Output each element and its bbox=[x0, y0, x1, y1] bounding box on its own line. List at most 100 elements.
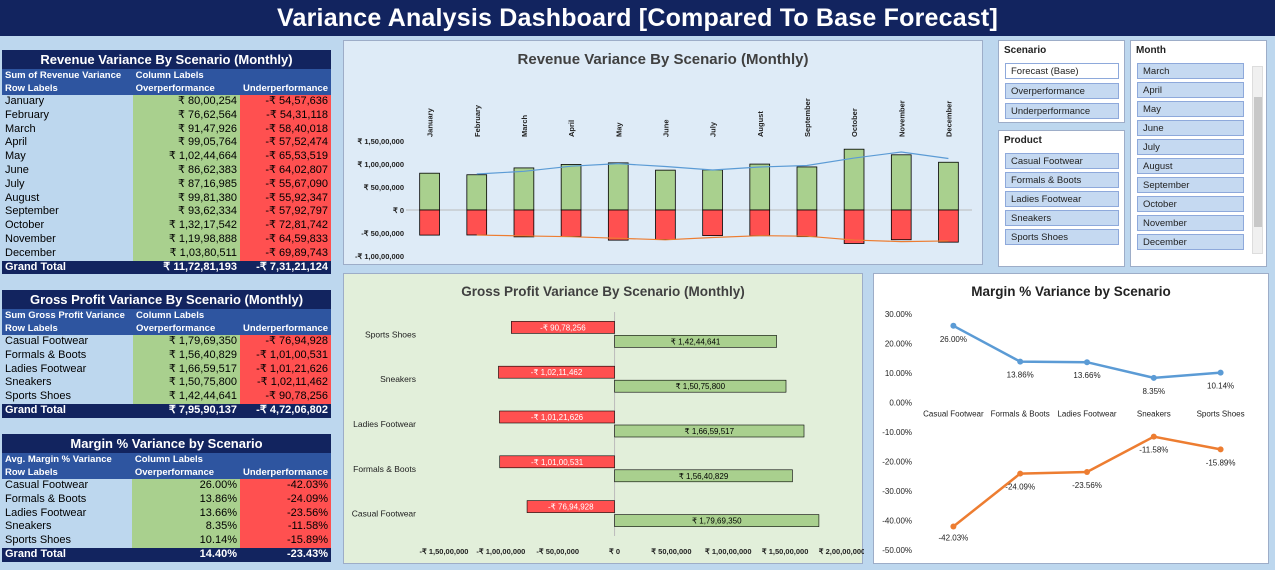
row-label: February bbox=[2, 108, 133, 123]
under-value: -₹ 65,53,519 bbox=[239, 150, 331, 164]
x-tick-label: February bbox=[473, 104, 482, 137]
y-tick-label: -₹ 50,00,000 bbox=[361, 229, 404, 238]
under-data-label: -24.09% bbox=[1005, 483, 1035, 492]
over-bar bbox=[614, 379, 787, 393]
over-bar bbox=[614, 335, 777, 348]
over-value: ₹ 1,79,69,350 bbox=[133, 335, 240, 349]
over-data-label: ₹ 1,66,59,517 bbox=[685, 427, 735, 436]
slicer-item-underperformance[interactable]: Underperformance bbox=[1005, 103, 1119, 119]
over-bar bbox=[749, 163, 771, 211]
over-bar bbox=[513, 167, 535, 211]
row-label: Casual Footwear bbox=[2, 335, 134, 349]
pivot-header-cell bbox=[239, 309, 331, 322]
revenue-chart: ₹ 1,50,00,000 ₹ 1,00,00,000 ₹ 50,00,000 ₹ 0… bbox=[355, 98, 972, 261]
month-slicer-title: Month bbox=[1136, 45, 1166, 56]
table-row[interactable]: January ₹ 80,00,254 -₹ 54,57,636 bbox=[2, 95, 331, 109]
category-label: Sneakers bbox=[380, 374, 416, 384]
grand-total-label: Grand Total bbox=[2, 547, 132, 562]
row-label: November bbox=[2, 232, 133, 247]
table-row[interactable]: October ₹ 1,32,17,542 -₹ 72,81,742 bbox=[2, 219, 331, 233]
category-label: Casual Footwear bbox=[923, 410, 984, 419]
table-row[interactable]: July ₹ 87,16,985 -₹ 55,67,090 bbox=[2, 177, 331, 192]
grand-total-under: -₹ 7,31,21,124 bbox=[239, 260, 331, 275]
slicer-item-november[interactable]: November bbox=[1137, 215, 1244, 231]
table-row[interactable]: Sneakers 8.35% -11.58% bbox=[2, 520, 331, 535]
margin-chart-panel[interactable]: Margin % Variance by Scenario 30.00% 20.0… bbox=[873, 273, 1269, 564]
gross-profit-chart-panel[interactable]: Gross Profit Variance By Scenario (Month… bbox=[343, 273, 864, 564]
month-slicer[interactable]: Month March April May June July August Septemb… bbox=[1130, 40, 1267, 267]
over-point bbox=[950, 322, 957, 329]
category-label: Sneakers bbox=[1137, 410, 1171, 419]
table-row[interactable]: December ₹ 1,03,80,511 -₹ 69,89,743 bbox=[2, 246, 331, 261]
y-tick-label: 30.00% bbox=[885, 310, 912, 319]
slicer-item-december[interactable]: December bbox=[1137, 234, 1244, 250]
y-tick-label: ₹ 1,50,00,000 bbox=[358, 137, 404, 146]
under-point bbox=[1217, 446, 1224, 453]
gross-profit-pivot-table[interactable]: Gross Profit Variance By Scenario (Month… bbox=[2, 290, 331, 418]
scenario-slicer[interactable]: Scenario Forecast (Base) Overperformance U… bbox=[998, 40, 1125, 123]
over-value: 13.86% bbox=[131, 492, 240, 507]
table-row[interactable]: September ₹ 93,62,334 -₹ 57,92,797 bbox=[2, 205, 331, 220]
x-tick-label: December bbox=[944, 101, 953, 137]
slicer-item-september[interactable]: September bbox=[1137, 177, 1244, 193]
slicer-item-june[interactable]: June bbox=[1137, 120, 1244, 136]
slicer-item-may[interactable]: May bbox=[1137, 101, 1244, 117]
table-row[interactable]: Casual Footwear ₹ 1,79,69,350 -₹ 76,94,928 bbox=[2, 335, 331, 349]
month-slicer-scrollbar[interactable] bbox=[1252, 66, 1263, 254]
slicer-item-august[interactable]: August bbox=[1137, 158, 1244, 174]
table-row[interactable]: Formals & Boots 13.86% -24.09% bbox=[2, 492, 331, 507]
table-row[interactable]: Casual Footwear 26.00% -42.03% bbox=[2, 479, 331, 493]
over-value: ₹ 1,02,44,664 bbox=[132, 150, 240, 164]
over-bar bbox=[614, 424, 805, 438]
table-row[interactable]: Sneakers ₹ 1,50,75,800 -₹ 1,02,11,462 bbox=[2, 376, 331, 391]
over-data-label: ₹ 1,79,69,350 bbox=[692, 517, 742, 526]
under-point bbox=[950, 523, 957, 530]
over-data-label: 13.66% bbox=[1073, 371, 1100, 380]
over-data-label: ₹ 1,56,40,829 bbox=[679, 472, 729, 481]
slicer-item-april[interactable]: April bbox=[1137, 82, 1244, 98]
table-row[interactable]: May ₹ 1,02,44,664 -₹ 65,53,519 bbox=[2, 150, 331, 164]
slicer-item-ladies-footwear[interactable]: Ladies Footwear bbox=[1005, 191, 1119, 207]
table-row[interactable]: Ladies Footwear 13.66% -23.56% bbox=[2, 506, 331, 521]
slicer-item-forecast-base[interactable]: Forecast (Base) bbox=[1005, 63, 1119, 79]
slicer-item-casual-footwear[interactable]: Casual Footwear bbox=[1005, 153, 1119, 169]
under-bar bbox=[796, 209, 818, 238]
revenue-pivot-table[interactable]: Revenue Variance By Scenario (Monthly) Su… bbox=[2, 50, 331, 275]
pivot-header-cell: Overperformance bbox=[132, 82, 240, 95]
slicer-item-july[interactable]: July bbox=[1137, 139, 1244, 155]
under-bar bbox=[466, 209, 488, 236]
x-tick-label: August bbox=[756, 111, 765, 137]
over-bar bbox=[607, 162, 629, 211]
x-tick-label: ₹ 1,00,00,000 bbox=[705, 547, 751, 556]
margin-pivot-table[interactable]: Margin % Variance by Scenario Avg. Margin… bbox=[2, 434, 331, 562]
under-value: -42.03% bbox=[239, 479, 331, 493]
slicer-item-overperformance[interactable]: Overperformance bbox=[1005, 83, 1119, 99]
product-slicer[interactable]: Product Casual Footwear Formals & Boots La… bbox=[998, 130, 1125, 267]
table-row[interactable]: March ₹ 91,47,926 -₹ 58,40,018 bbox=[2, 122, 331, 137]
pivot-header-cell: Row Labels bbox=[2, 466, 132, 479]
over-series-line bbox=[952, 324, 1221, 380]
table-row[interactable]: Ladies Footwear ₹ 1,66,59,517 -₹ 1,01,21,6… bbox=[2, 362, 331, 377]
revenue-chart-panel[interactable]: Revenue Variance By Scenario (Monthly) ₹… bbox=[343, 40, 983, 265]
table-row[interactable]: Sports Shoes ₹ 1,42,44,641 -₹ 90,78,256 bbox=[2, 390, 331, 404]
table-row[interactable]: August ₹ 99,81,380 -₹ 55,92,347 bbox=[2, 191, 331, 206]
slicer-item-sneakers[interactable]: Sneakers bbox=[1005, 210, 1119, 226]
slicer-item-october[interactable]: October bbox=[1137, 196, 1244, 212]
table-row[interactable]: November ₹ 1,19,98,888 -₹ 64,59,833 bbox=[2, 232, 331, 247]
table-row[interactable]: Formals & Boots ₹ 1,56,40,829 -₹ 1,01,00,5… bbox=[2, 348, 331, 363]
row-label: January bbox=[2, 95, 133, 109]
slicer-item-march[interactable]: March bbox=[1137, 63, 1244, 79]
table-row[interactable]: Sports Shoes 10.14% -15.89% bbox=[2, 534, 331, 548]
scrollbar-thumb[interactable] bbox=[1254, 97, 1262, 227]
over-value: ₹ 1,19,98,888 bbox=[132, 232, 240, 247]
slicer-item-formals-boots[interactable]: Formals & Boots bbox=[1005, 172, 1119, 188]
table-row[interactable]: June ₹ 86,62,383 -₹ 64,02,807 bbox=[2, 163, 331, 178]
over-value: ₹ 76,62,564 bbox=[132, 108, 240, 123]
row-label: July bbox=[2, 177, 133, 192]
under-bar bbox=[749, 209, 771, 237]
slicer-item-sports-shoes[interactable]: Sports Shoes bbox=[1005, 229, 1119, 245]
category-label: Casual Footwear bbox=[352, 509, 416, 519]
table-row[interactable]: February ₹ 76,62,564 -₹ 54,31,118 bbox=[2, 108, 331, 123]
grand-total-over: ₹ 7,95,90,137 bbox=[133, 403, 240, 418]
table-row[interactable]: April ₹ 99,05,764 -₹ 57,52,474 bbox=[2, 136, 331, 151]
